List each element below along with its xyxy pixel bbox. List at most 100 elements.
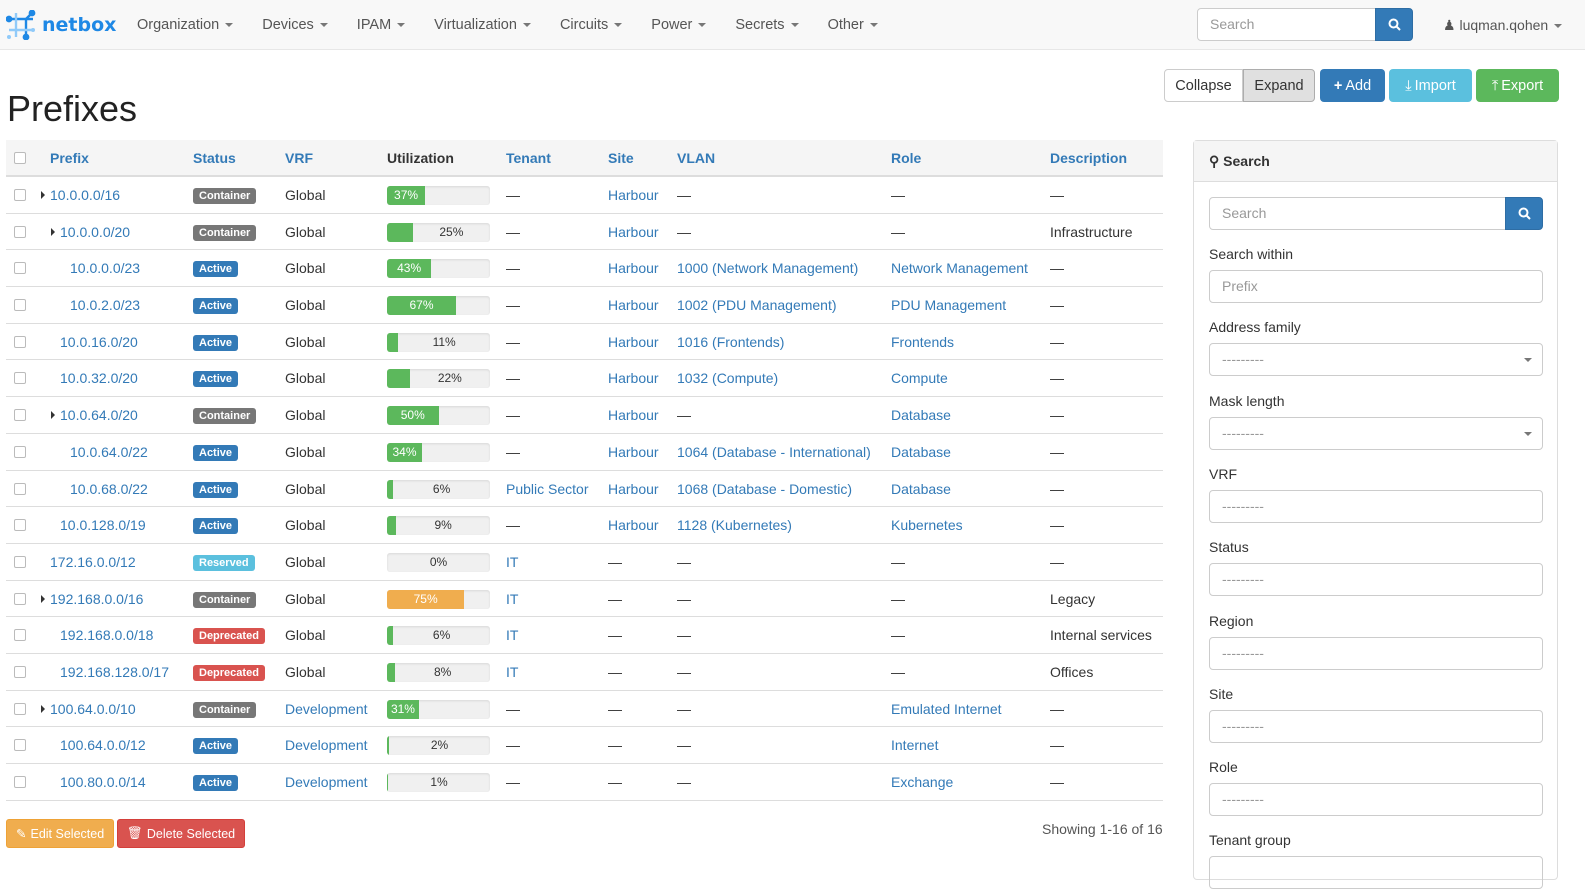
row-checkbox[interactable]: [14, 189, 26, 201]
site[interactable]: Harbour: [608, 297, 659, 314]
vlan[interactable]: 1016 (Frontends): [677, 333, 785, 350]
site[interactable]: Harbour: [608, 480, 659, 497]
vlan[interactable]: 1128 (Kubernetes): [677, 517, 792, 534]
row-checkbox[interactable]: [14, 592, 26, 605]
prefix-link[interactable]: 100.64.0.0/10: [50, 700, 136, 717]
menu-circuits[interactable]: Circuits: [560, 17, 623, 33]
column-status[interactable]: Status: [193, 150, 236, 166]
site[interactable]: Harbour: [608, 223, 659, 240]
add-button[interactable]: + Add: [1320, 69, 1385, 102]
column-vrf[interactable]: VRF: [285, 150, 313, 166]
vrf-link[interactable]: Development: [285, 700, 368, 717]
expand-toggle-icon[interactable]: [51, 411, 55, 420]
row-checkbox[interactable]: [14, 262, 26, 275]
menu-other[interactable]: Other: [828, 17, 878, 33]
edit-selected-button[interactable]: ✎ Edit Selected: [6, 819, 115, 848]
row-checkbox[interactable]: [14, 739, 26, 752]
brand-logo[interactable]: netbox: [6, 10, 116, 40]
row-checkbox[interactable]: [14, 555, 26, 568]
filter-field[interactable]: ---------: [1209, 636, 1543, 670]
prefix-link[interactable]: 100.80.0.0/14: [60, 774, 146, 790]
site[interactable]: Harbour: [608, 407, 659, 424]
tenant[interactable]: IT: [506, 590, 519, 607]
import-button[interactable]: ⤓ Import: [1389, 69, 1472, 102]
column-prefix[interactable]: Prefix: [50, 150, 89, 166]
prefix-link[interactable]: 10.0.64.0/20: [60, 407, 138, 424]
prefix-link[interactable]: 10.0.16.0/20: [60, 333, 138, 350]
row-checkbox[interactable]: [14, 372, 26, 385]
prefix-link[interactable]: 10.0.0.0/16: [50, 187, 121, 203]
filter-field[interactable]: ---------: [1209, 416, 1543, 450]
vlan[interactable]: 1000 (Network Management): [677, 260, 859, 277]
sidebar-search-input[interactable]: Search: [1209, 197, 1506, 230]
prefix-link[interactable]: 172.16.0.0/12: [50, 553, 136, 570]
row-checkbox[interactable]: [14, 482, 26, 495]
column-role[interactable]: Role: [891, 150, 922, 166]
prefix-link[interactable]: 10.0.32.0/20: [60, 370, 138, 387]
vlan[interactable]: 1032 (Compute): [677, 370, 779, 387]
vrf-link[interactable]: Development: [285, 774, 368, 790]
delete-selected-button[interactable]: 🗑 Delete Selected: [117, 819, 246, 848]
prefix-link[interactable]: 10.0.64.0/22: [70, 443, 148, 460]
filter-field[interactable]: [1209, 856, 1543, 889]
role[interactable]: PDU Management: [891, 297, 1007, 314]
column-vlan[interactable]: VLAN: [677, 150, 716, 166]
row-checkbox[interactable]: [14, 519, 26, 532]
select-all-checkbox[interactable]: [14, 152, 26, 164]
row-checkbox[interactable]: [14, 299, 26, 312]
filter-field[interactable]: ---------: [1209, 563, 1543, 597]
menu-devices[interactable]: Devices: [262, 17, 328, 33]
prefix-link[interactable]: 192.168.0.0/16: [50, 590, 144, 607]
vlan[interactable]: 1064 (Database - International): [677, 443, 871, 460]
row-checkbox[interactable]: [14, 629, 26, 642]
role[interactable]: Database: [891, 407, 951, 424]
column-tenant[interactable]: Tenant: [506, 150, 551, 166]
expand-toggle-icon[interactable]: [41, 704, 45, 713]
role[interactable]: Emulated Internet: [891, 700, 1002, 717]
prefix-link[interactable]: 10.0.68.0/22: [70, 480, 148, 497]
site[interactable]: Harbour: [608, 260, 659, 277]
expand-toggle-icon[interactable]: [51, 227, 55, 236]
filter-field[interactable]: ---------: [1209, 783, 1543, 817]
filter-field[interactable]: ---------: [1209, 343, 1543, 377]
vlan[interactable]: 1002 (PDU Management): [677, 297, 837, 314]
menu-ipam[interactable]: IPAM: [357, 17, 406, 33]
role[interactable]: Exchange: [891, 774, 954, 790]
menu-secrets[interactable]: Secrets: [735, 17, 799, 33]
column-site[interactable]: Site: [608, 150, 634, 166]
site[interactable]: Harbour: [608, 517, 659, 534]
row-checkbox[interactable]: [14, 665, 26, 678]
filter-field[interactable]: ---------: [1209, 489, 1543, 523]
prefix-link[interactable]: 192.168.0.0/18: [60, 627, 154, 644]
row-checkbox[interactable]: [14, 409, 26, 422]
prefix-link[interactable]: 10.0.128.0/19: [60, 517, 146, 534]
nav-search-button[interactable]: [1375, 8, 1413, 41]
nav-search-input[interactable]: Search: [1197, 8, 1376, 41]
menu-virtualization[interactable]: Virtualization: [434, 17, 531, 33]
site[interactable]: Harbour: [608, 333, 659, 350]
expand-toggle-icon[interactable]: [41, 191, 45, 199]
role[interactable]: Database: [891, 443, 951, 460]
expand-toggle-icon[interactable]: [41, 594, 45, 603]
sidebar-search-button[interactable]: [1505, 197, 1543, 230]
column-description[interactable]: Description: [1050, 150, 1128, 166]
menu-power[interactable]: Power: [651, 17, 707, 33]
site[interactable]: Harbour: [608, 370, 659, 387]
filter-field[interactable]: Prefix: [1209, 270, 1543, 303]
menu-organization[interactable]: Organization: [137, 17, 234, 33]
tenant[interactable]: IT: [506, 553, 519, 570]
tenant[interactable]: IT: [506, 627, 519, 644]
filter-field[interactable]: ---------: [1209, 709, 1543, 743]
role[interactable]: Database: [891, 480, 951, 497]
prefix-link[interactable]: 10.0.2.0/23: [70, 297, 141, 314]
row-checkbox[interactable]: [14, 702, 26, 715]
row-checkbox[interactable]: [14, 776, 26, 788]
role[interactable]: Kubernetes: [891, 517, 963, 534]
prefix-link[interactable]: 10.0.0.0/20: [60, 223, 131, 240]
role[interactable]: Compute: [891, 370, 948, 387]
row-checkbox[interactable]: [14, 445, 26, 458]
expand-button[interactable]: Expand: [1243, 69, 1315, 102]
role[interactable]: Network Management: [891, 260, 1028, 277]
vlan[interactable]: 1068 (Database - Domestic): [677, 480, 853, 497]
export-button[interactable]: ⤒ Export: [1476, 69, 1559, 102]
